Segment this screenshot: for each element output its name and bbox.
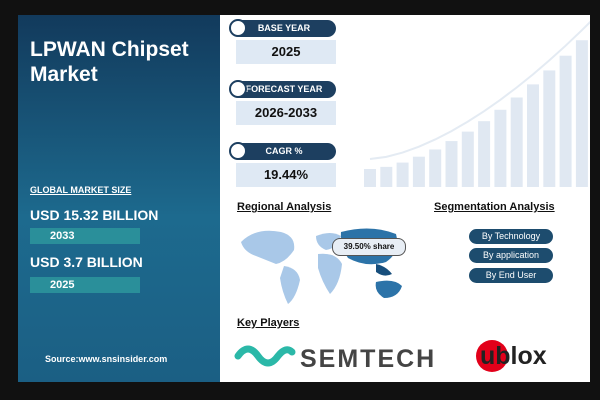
map-australia: [375, 280, 402, 298]
decor-bar: [396, 162, 409, 187]
ublox-logo-mark: [476, 340, 508, 372]
decor-bar: [559, 55, 572, 187]
stat-label: FORECAST YEAR: [232, 81, 336, 98]
market-year: 2033: [30, 228, 140, 244]
stat-label: CAGR %: [232, 143, 336, 160]
decor-bar: [412, 156, 425, 187]
semtech-logo-mark: [234, 345, 296, 367]
decor-bar: [527, 84, 539, 187]
map-asia-pacific: [376, 264, 392, 276]
map-callout: 39.50% share: [332, 238, 406, 256]
section-title: Key Players: [237, 317, 300, 329]
market-value: USD 15.32 BILLION: [30, 207, 159, 223]
decor-bar: [478, 121, 491, 187]
icon: [229, 142, 247, 160]
decor-bar: [494, 109, 507, 187]
decor-bar: [575, 40, 588, 187]
stat-value: 2026-2033: [236, 101, 336, 125]
decor-bar: [543, 70, 556, 187]
source: Source:www.snsinsider.com: [45, 354, 168, 364]
market-year: 2025: [30, 277, 140, 293]
section-title: Regional Analysis: [237, 201, 332, 213]
map-south-america: [280, 266, 300, 304]
market-size-label: GLOBAL MARKET SIZE: [30, 185, 132, 195]
stat-label: BASE YEAR: [232, 20, 336, 37]
map-north-america: [241, 230, 295, 264]
world-map: [241, 228, 402, 304]
background-bars: [364, 20, 590, 187]
icon: [229, 19, 247, 37]
segment-pill: By Technology: [469, 229, 553, 244]
segment-pill: By End User: [469, 268, 553, 283]
decor-bar: [429, 149, 442, 187]
decor-bar: [445, 141, 458, 187]
icon: [229, 80, 247, 98]
summary-panel: [18, 15, 220, 382]
stat-value: 2025: [236, 40, 336, 64]
market-value: USD 3.7 BILLION: [30, 254, 143, 270]
section-title: Segmentation Analysis: [434, 201, 555, 213]
decor-trend-line: [369, 20, 590, 160]
segment-pill: By application: [469, 248, 553, 263]
stat-value: 19.44%: [236, 163, 336, 187]
decor-bar: [380, 166, 393, 187]
decor-bar: [510, 97, 523, 187]
decor-bar: [364, 169, 376, 187]
player-logo: SEMTECH: [300, 345, 437, 373]
player-logo: ublox: [480, 342, 547, 370]
title: LPWAN Chipset Market: [30, 38, 189, 86]
map-africa: [318, 253, 342, 294]
decor-bar: [461, 131, 474, 187]
